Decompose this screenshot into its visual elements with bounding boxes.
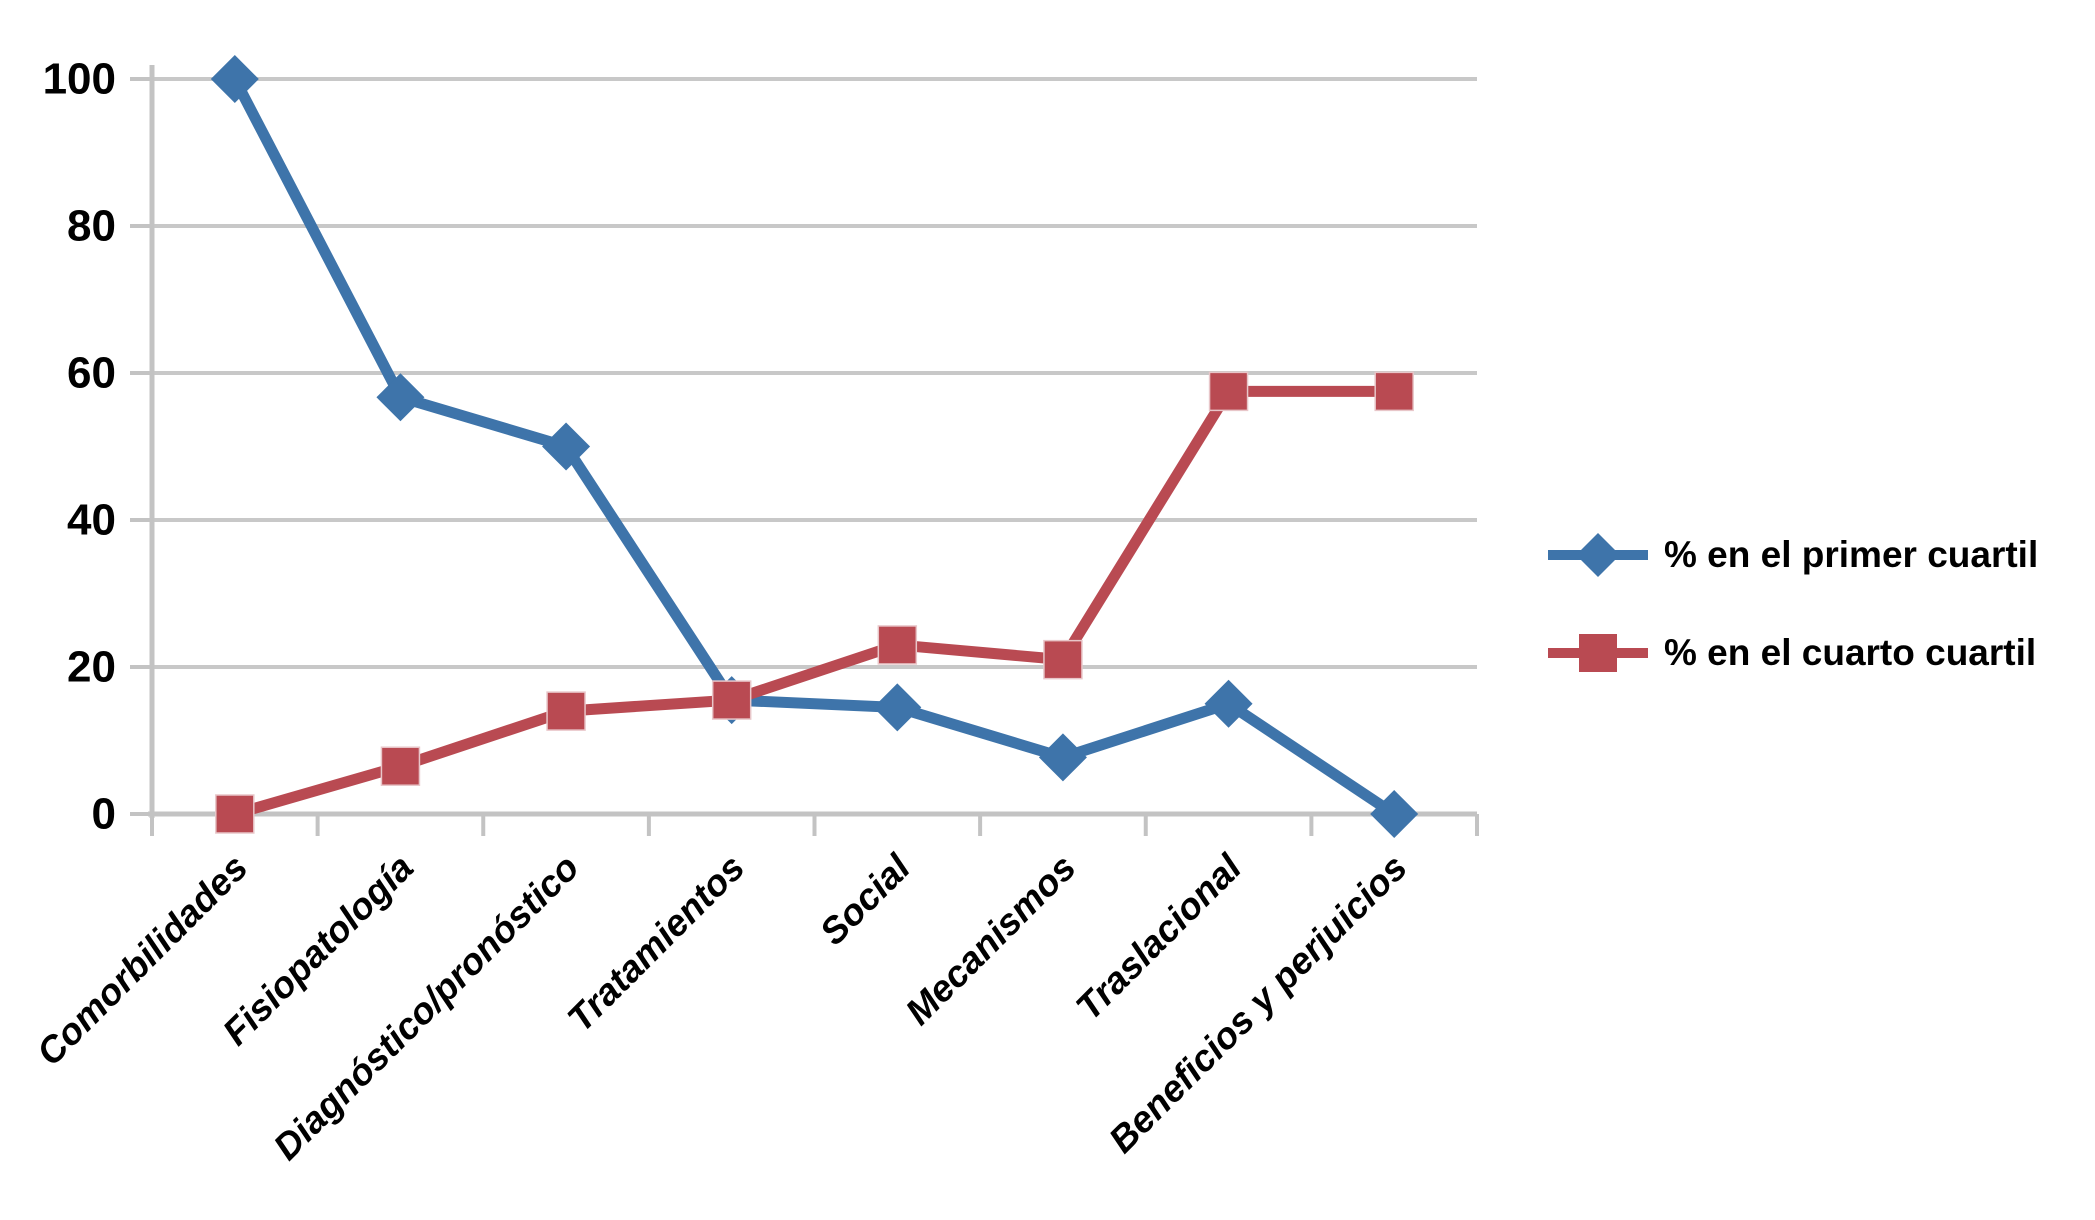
x-axis-label-7: Traslacional: [1068, 846, 1250, 1028]
data-point-square-3: [546, 691, 586, 731]
y-axis-label-20: 20: [67, 643, 116, 692]
data-point-diamond-3: [542, 422, 591, 471]
legend-label-primer-cuartil: % en el primer cuartil: [1664, 534, 2039, 575]
x-axis-label-4: Tratamientos: [560, 847, 753, 1040]
data-point-square-1: [215, 794, 255, 834]
data-point-square-2: [380, 746, 421, 786]
x-axis-label-5: Social: [812, 846, 919, 953]
data-point-square-8: [1374, 371, 1414, 412]
y-axis-label-40: 40: [67, 496, 116, 545]
x-axis-label-3: Diagnóstico/pronóstico: [266, 847, 587, 1168]
legend-item-cuarto-cuartil: % en el cuarto cuartil: [1548, 624, 2038, 682]
data-point-square-5: [877, 625, 918, 665]
data-point-diamond-2: [376, 373, 425, 422]
data-point-diamond-7: [1204, 679, 1253, 728]
legend-diamond-marker-icon: [1548, 533, 1648, 577]
series-line-1: [229, 76, 1398, 819]
x-axis-label-6: Mecanismos: [898, 847, 1084, 1033]
y-axis-label-0: 0: [92, 790, 116, 839]
series-line-2: [233, 385, 1395, 820]
data-point-diamond-5: [873, 683, 922, 732]
data-point-diamond-8: [1370, 790, 1419, 838]
data-point-square-7: [1208, 371, 1249, 412]
y-axis-label-100: 100: [43, 55, 116, 104]
data-point-diamond-6: [1038, 733, 1087, 782]
legend: % en el primer cuartil % en el cuarto cu…: [1548, 526, 2038, 682]
y-axis-label-80: 80: [67, 202, 116, 251]
legend-square-marker-icon: [1548, 634, 1648, 672]
x-axis-label-8: Beneficios y perjuicios: [1101, 847, 1415, 1161]
data-point-square-4: [711, 680, 752, 720]
x-axis-label-1: Comorbilidades: [29, 847, 256, 1074]
legend-label-cuarto-cuartil: % en el cuarto cuartil: [1664, 632, 2037, 673]
y-axis-label-60: 60: [67, 349, 116, 398]
data-point-diamond-1: [210, 55, 259, 103]
data-point-square-6: [1043, 639, 1083, 680]
legend-item-primer-cuartil: % en el primer cuartil: [1548, 526, 2038, 584]
